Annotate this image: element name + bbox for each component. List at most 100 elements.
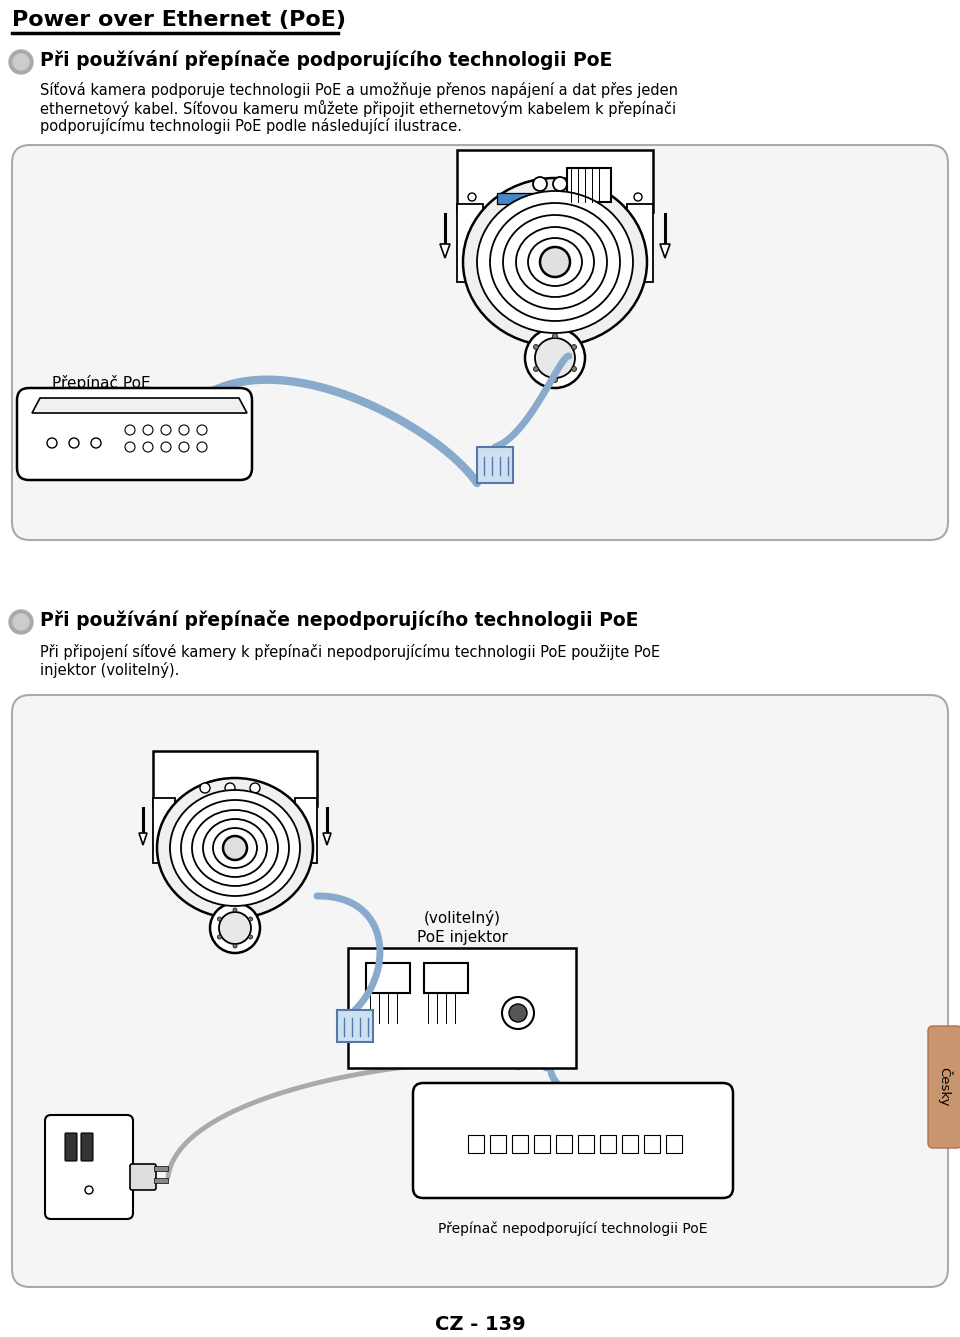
- Circle shape: [249, 917, 252, 921]
- FancyBboxPatch shape: [457, 205, 483, 282]
- FancyBboxPatch shape: [627, 205, 653, 282]
- Circle shape: [502, 997, 534, 1029]
- Circle shape: [13, 614, 29, 630]
- Ellipse shape: [181, 800, 289, 896]
- Ellipse shape: [170, 790, 300, 906]
- Text: podporujícímu technologii PoE podle následující ilustrace.: podporujícímu technologii PoE podle násl…: [40, 118, 462, 134]
- Ellipse shape: [490, 203, 620, 321]
- FancyBboxPatch shape: [81, 1132, 93, 1161]
- FancyBboxPatch shape: [578, 1135, 594, 1152]
- Circle shape: [161, 425, 171, 435]
- FancyBboxPatch shape: [928, 1025, 960, 1148]
- FancyBboxPatch shape: [154, 1178, 168, 1183]
- FancyBboxPatch shape: [130, 1165, 156, 1190]
- Circle shape: [233, 908, 237, 912]
- FancyBboxPatch shape: [497, 193, 555, 205]
- Circle shape: [85, 1186, 93, 1194]
- Circle shape: [535, 338, 575, 378]
- Circle shape: [534, 366, 539, 372]
- Polygon shape: [323, 833, 331, 845]
- Ellipse shape: [157, 778, 313, 919]
- FancyBboxPatch shape: [337, 1009, 373, 1042]
- FancyBboxPatch shape: [512, 1135, 528, 1152]
- Polygon shape: [660, 243, 670, 258]
- Ellipse shape: [463, 178, 647, 346]
- FancyBboxPatch shape: [600, 1135, 616, 1152]
- FancyBboxPatch shape: [295, 798, 317, 862]
- FancyBboxPatch shape: [154, 1166, 168, 1171]
- Circle shape: [217, 917, 222, 921]
- Circle shape: [217, 935, 222, 939]
- Ellipse shape: [503, 215, 607, 309]
- Circle shape: [219, 912, 251, 944]
- FancyBboxPatch shape: [622, 1135, 638, 1152]
- FancyBboxPatch shape: [457, 150, 653, 213]
- Circle shape: [161, 443, 171, 452]
- Circle shape: [197, 443, 207, 452]
- Circle shape: [223, 836, 247, 860]
- Circle shape: [91, 439, 101, 448]
- FancyBboxPatch shape: [556, 1135, 572, 1152]
- Circle shape: [249, 935, 252, 939]
- FancyBboxPatch shape: [366, 963, 410, 993]
- Circle shape: [9, 49, 33, 74]
- Circle shape: [179, 425, 189, 435]
- Circle shape: [533, 176, 547, 191]
- FancyBboxPatch shape: [424, 963, 468, 993]
- Text: Česky: Česky: [938, 1067, 952, 1107]
- Circle shape: [571, 345, 577, 349]
- Text: Při připojení síťové kamery k přepínači nepodporujícímu technologii PoE použijte: Při připojení síťové kamery k přepínači …: [40, 644, 660, 660]
- Circle shape: [571, 366, 577, 372]
- Text: Přepínač PoE: Přepínač PoE: [52, 374, 151, 390]
- FancyBboxPatch shape: [490, 1135, 506, 1152]
- Ellipse shape: [192, 810, 278, 886]
- Text: Při používání přepínače nepodporujícího technologii PoE: Při používání přepínače nepodporujícího …: [40, 610, 638, 630]
- Text: injektor (volitelný).: injektor (volitelný).: [40, 662, 180, 678]
- Text: ethernetový kabel. Síťovou kameru můžete připojit ethernetovým kabelem k přepína: ethernetový kabel. Síťovou kameru můžete…: [40, 100, 676, 118]
- Circle shape: [509, 1004, 527, 1021]
- FancyBboxPatch shape: [644, 1135, 660, 1152]
- Polygon shape: [440, 243, 450, 258]
- Circle shape: [13, 53, 29, 70]
- Text: Přepínač nepodporující technologii PoE: Přepínač nepodporující technologii PoE: [439, 1221, 708, 1235]
- Text: CZ - 139: CZ - 139: [435, 1316, 525, 1334]
- FancyBboxPatch shape: [153, 751, 317, 806]
- Circle shape: [534, 345, 539, 349]
- Circle shape: [197, 425, 207, 435]
- FancyBboxPatch shape: [567, 168, 611, 202]
- Polygon shape: [139, 833, 147, 845]
- Circle shape: [143, 443, 153, 452]
- Circle shape: [525, 328, 585, 388]
- Circle shape: [540, 247, 570, 277]
- FancyBboxPatch shape: [468, 1135, 484, 1152]
- Ellipse shape: [516, 227, 594, 297]
- Circle shape: [233, 944, 237, 948]
- Circle shape: [225, 783, 235, 793]
- FancyBboxPatch shape: [12, 695, 948, 1288]
- Circle shape: [179, 443, 189, 452]
- Text: (volitelný): (volitelný): [423, 910, 500, 927]
- Circle shape: [210, 902, 260, 953]
- Circle shape: [9, 610, 33, 634]
- Circle shape: [125, 443, 135, 452]
- Ellipse shape: [213, 828, 257, 868]
- Circle shape: [69, 439, 79, 448]
- FancyBboxPatch shape: [534, 1135, 550, 1152]
- FancyBboxPatch shape: [65, 1132, 77, 1161]
- Circle shape: [143, 425, 153, 435]
- Circle shape: [125, 425, 135, 435]
- Text: Při používání přepínače podporujícího technologii PoE: Při používání přepínače podporujícího te…: [40, 49, 612, 70]
- Text: Power over Ethernet (PoE): Power over Ethernet (PoE): [12, 9, 346, 29]
- FancyBboxPatch shape: [666, 1135, 682, 1152]
- Text: Síťová kamera podporuje technologii PoE a umožňuje přenos napájení a dat přes je: Síťová kamera podporuje technologii PoE …: [40, 82, 678, 98]
- Circle shape: [634, 193, 642, 201]
- Circle shape: [553, 333, 558, 338]
- Ellipse shape: [528, 238, 582, 286]
- Circle shape: [468, 193, 476, 201]
- Polygon shape: [32, 398, 247, 413]
- Text: PoE injektor: PoE injektor: [417, 931, 508, 945]
- FancyBboxPatch shape: [413, 1083, 733, 1198]
- Circle shape: [47, 439, 57, 448]
- Circle shape: [200, 783, 210, 793]
- Ellipse shape: [477, 191, 633, 333]
